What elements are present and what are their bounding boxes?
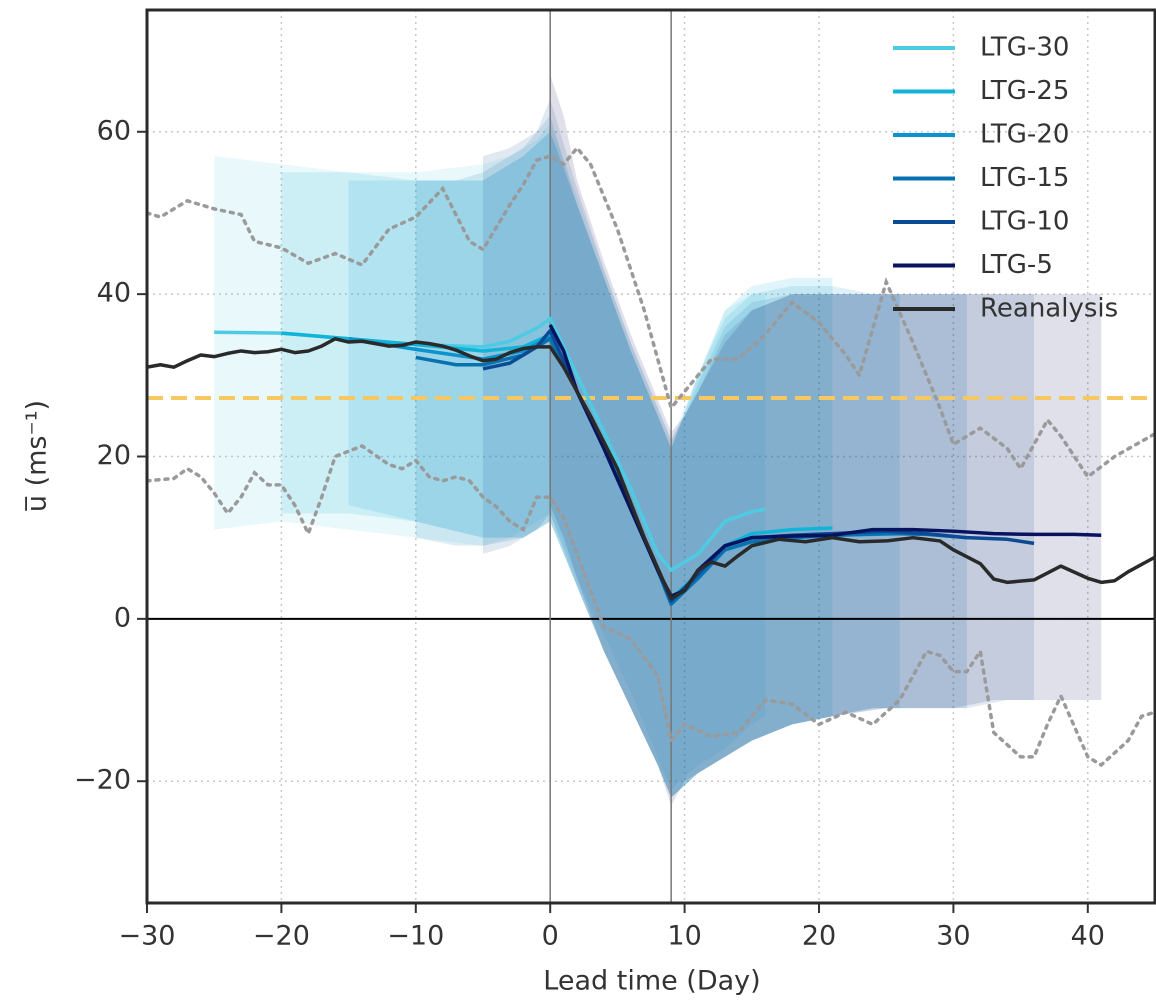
y-tick-label: 60	[97, 115, 131, 146]
percentile-line	[147, 443, 1155, 768]
legend-label: LTG-10	[980, 207, 1069, 237]
x-tick-label: 20	[802, 921, 836, 952]
y-tick-label: 40	[97, 278, 131, 309]
x-tick-label: −20	[253, 921, 310, 952]
x-tick-label: 40	[1071, 921, 1105, 952]
axes: −30 −20 −10 0 10 20 30 40 −20 0 20 40 60	[74, 8, 1156, 952]
x-tick-label: 30	[936, 921, 970, 952]
legend-label: LTG-20	[980, 120, 1069, 150]
spread-band	[483, 99, 1035, 798]
percentile-line	[147, 145, 1155, 480]
y-tick-label: 0	[114, 602, 131, 633]
series-line	[482, 328, 1035, 603]
y-tick-label: 20	[97, 440, 131, 471]
series-line	[147, 337, 1155, 601]
x-axis-label: Lead time (Day)	[543, 966, 760, 997]
spread-band	[348, 131, 900, 798]
legend-label: LTG-25	[980, 76, 1069, 106]
legend-label: LTG-5	[980, 250, 1053, 280]
legend: LTG-30 LTG-25 LTG-20 LTG-15 LTG-10 LTG-5 Reana…	[893, 33, 1118, 324]
legend-label: LTG-15	[980, 163, 1069, 193]
x-tick-label: 10	[667, 921, 701, 952]
y-tick-label: −20	[74, 765, 131, 796]
plot-frame	[145, 8, 1156, 905]
x-tick-label: −30	[119, 921, 176, 952]
spread-band	[214, 123, 766, 790]
legend-label: Reanalysis	[980, 294, 1118, 324]
spread-band	[550, 74, 1102, 806]
spread-band	[415, 115, 967, 798]
x-tick-label: −10	[387, 921, 444, 952]
y-axis-label: u̅ (ms⁻¹)	[22, 400, 53, 512]
spread-band	[281, 131, 833, 798]
series-line	[548, 324, 1102, 598]
plot-area	[147, 10, 1155, 903]
x-tick-label: 0	[542, 921, 559, 952]
legend-label: LTG-30	[980, 33, 1069, 63]
